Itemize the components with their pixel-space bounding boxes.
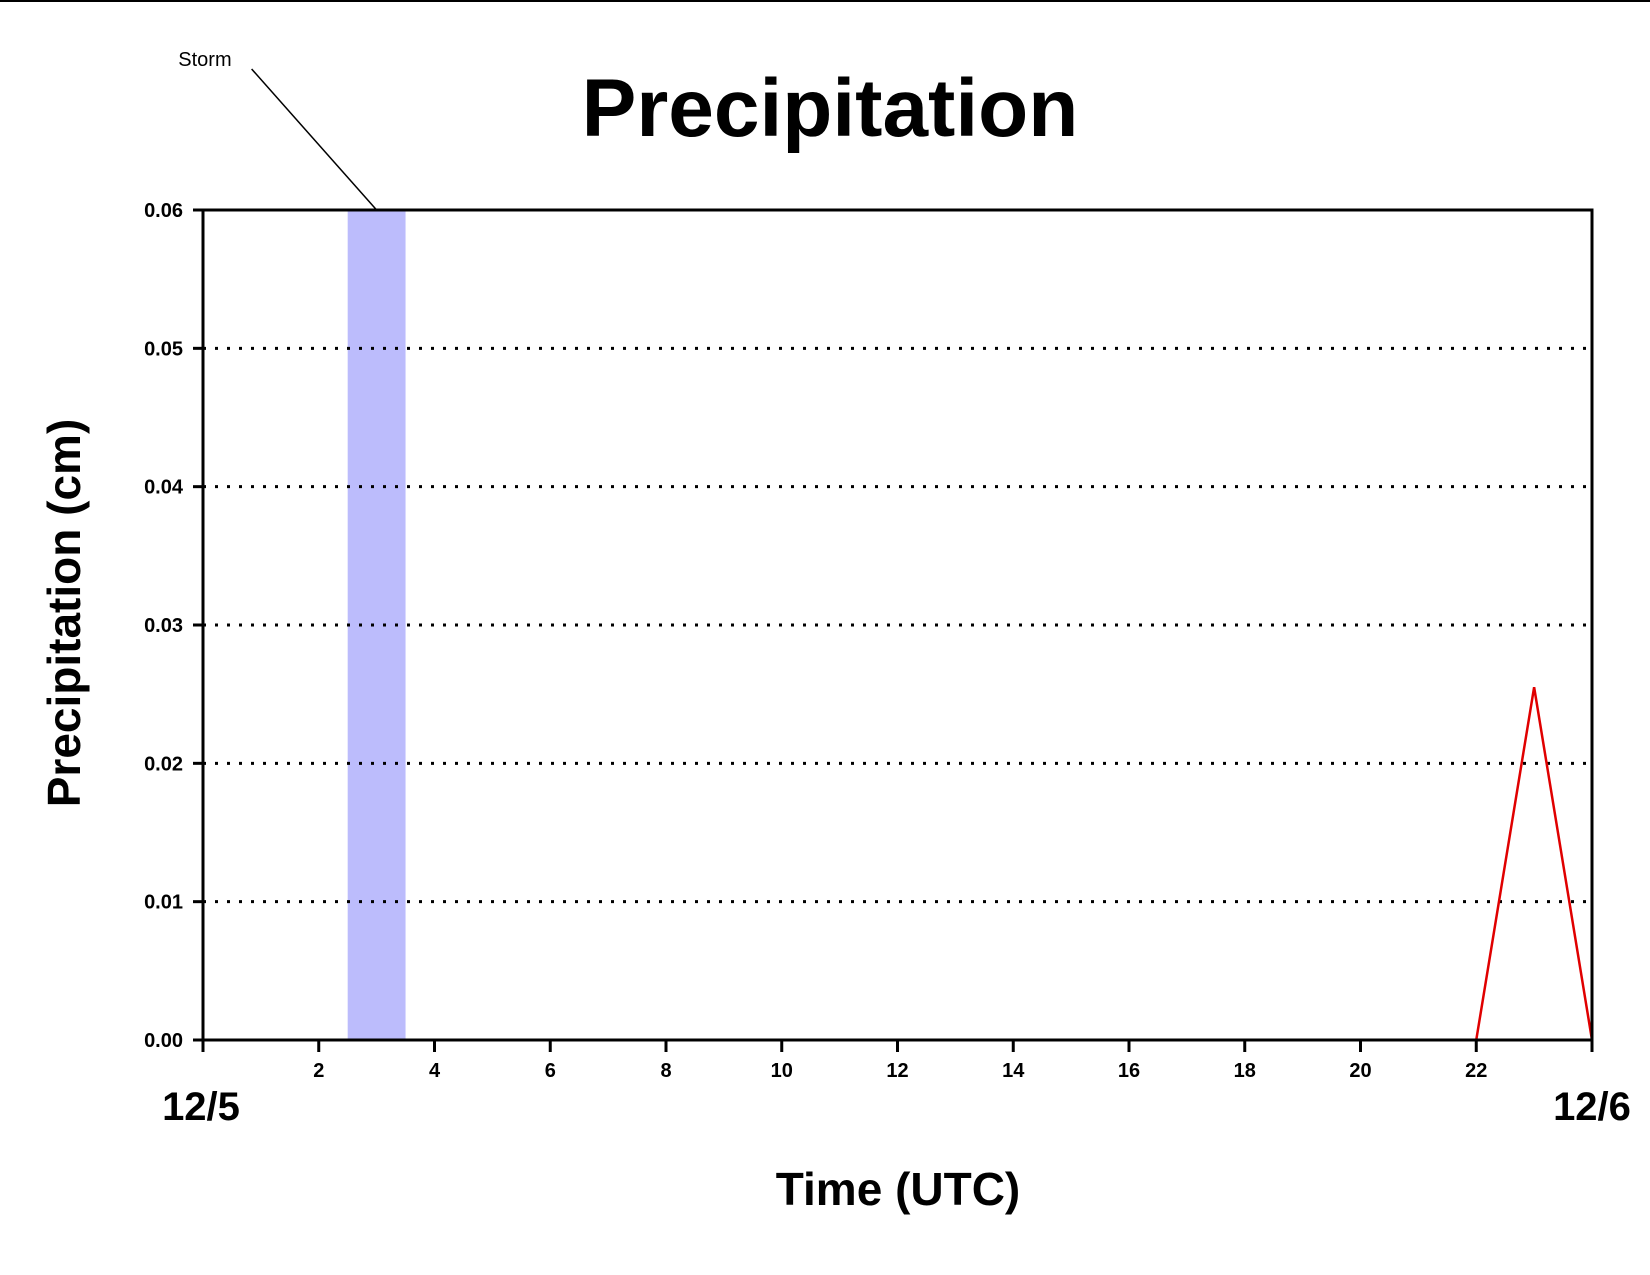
gridline-layer bbox=[203, 346, 1592, 904]
date-label: 12/6 bbox=[1553, 1085, 1631, 1129]
y-tick-label: 0.04 bbox=[144, 477, 184, 499]
y-tick-label: 0.00 bbox=[144, 1030, 183, 1052]
plot-frame bbox=[201, 208, 1594, 1042]
x-tick-label: 4 bbox=[429, 1060, 441, 1082]
date-label: 12/5 bbox=[162, 1085, 240, 1129]
storm-leader-line bbox=[251, 68, 378, 211]
x-tick-label: 8 bbox=[660, 1060, 671, 1082]
x-tick-label: 20 bbox=[1349, 1060, 1371, 1082]
x-tick-label: 18 bbox=[1234, 1060, 1256, 1082]
x-tick-label: 6 bbox=[545, 1060, 556, 1082]
tick-layer: 2 4 6 8 10 12 14 16 18 20 22 0.00 0.01 0.02 0.03 0.04 0.… bbox=[144, 200, 1631, 1129]
top-border bbox=[0, 0, 1650, 2]
x-tick-label: 22 bbox=[1465, 1060, 1487, 1082]
storm-annotation-label: Storm bbox=[178, 49, 231, 71]
chart-title: Precipitation bbox=[582, 63, 1079, 154]
series-line bbox=[203, 687, 1594, 1042]
x-tick-label: 16 bbox=[1118, 1060, 1140, 1082]
x-tick-label: 10 bbox=[771, 1060, 793, 1082]
x-tick-label: 12 bbox=[886, 1060, 908, 1082]
x-tick-label: 14 bbox=[1002, 1060, 1025, 1082]
y-tick-label: 0.06 bbox=[144, 200, 183, 222]
y-tick-label: 0.03 bbox=[144, 615, 183, 637]
x-axis-label: Time (UTC) bbox=[776, 1163, 1021, 1215]
y-tick-label: 0.01 bbox=[144, 892, 183, 914]
y-axis-label: Precipitation (cm) bbox=[38, 419, 90, 808]
y-tick-label: 0.05 bbox=[144, 338, 183, 360]
series-layer bbox=[203, 687, 1594, 1042]
x-tick-label: 2 bbox=[313, 1060, 324, 1082]
annotation-layer: Storm bbox=[178, 49, 378, 211]
y-tick-label: 0.02 bbox=[144, 753, 183, 775]
